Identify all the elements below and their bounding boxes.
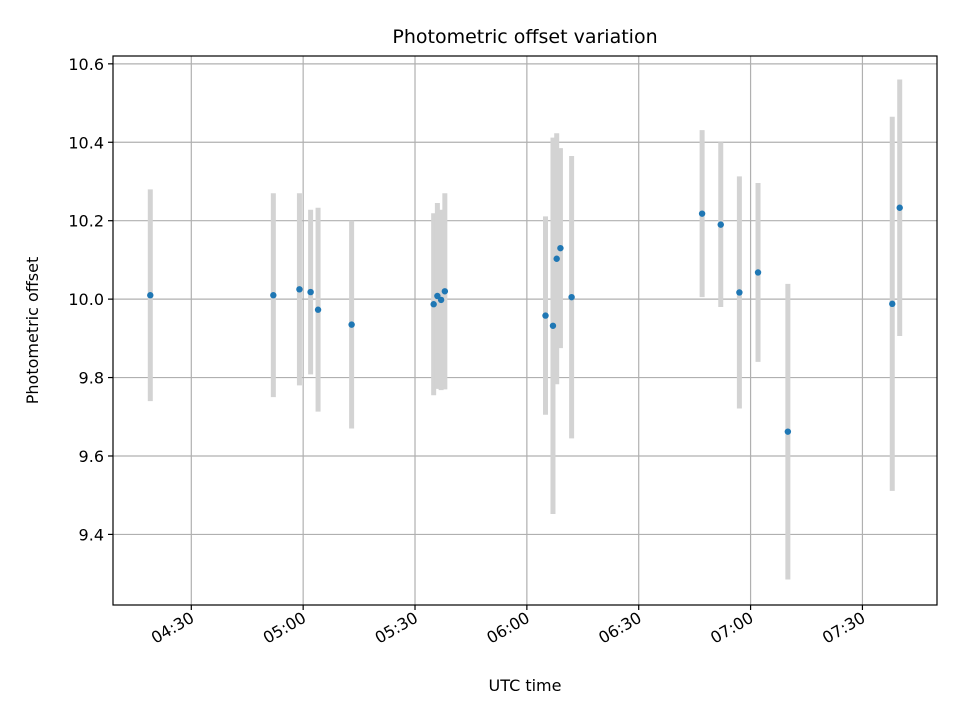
data-point (314, 306, 322, 313)
data-point (717, 221, 724, 228)
x-tick-label: 05:30 (372, 608, 421, 648)
chart-title: Photometric offset variation (392, 26, 657, 48)
data-point (348, 321, 355, 328)
y-tick-label: 10.6 (68, 55, 104, 74)
y-tick-label: 9.6 (79, 447, 104, 466)
data-point (549, 322, 557, 329)
data-point (889, 300, 896, 308)
plot-area-frame (112, 55, 938, 606)
x-tick-label: 06:30 (595, 608, 644, 648)
data-point (441, 288, 449, 295)
y-axis-label: Photometric offset (23, 257, 42, 405)
data-point (557, 244, 564, 252)
y-tick-label: 9.8 (79, 369, 104, 388)
error-bars (147, 79, 903, 580)
y-tick-label: 9.4 (79, 525, 104, 544)
data-point (698, 210, 706, 217)
x-tick-label: 04:30 (148, 608, 197, 648)
data-points (147, 204, 903, 435)
axis-ticks: 04:30 05:00 05:30 06:00 06:30 07:00 07:30 9.4 9.… (68, 55, 868, 648)
data-point (296, 286, 303, 293)
data-point (270, 292, 277, 299)
data-point (784, 428, 792, 435)
x-tick-label: 06:00 (483, 608, 532, 648)
data-point (147, 292, 154, 299)
x-tick-label: 07:30 (819, 608, 868, 648)
x-tick-label: 07:00 (707, 608, 756, 648)
x-axis-label: UTC time (489, 676, 562, 695)
data-point (896, 204, 903, 211)
data-point (542, 312, 549, 319)
data-point (736, 289, 743, 296)
data-point (307, 288, 314, 296)
y-tick-label: 10.0 (68, 290, 104, 309)
data-point (430, 301, 437, 308)
data-point (568, 293, 575, 301)
x-tick-label: 05:00 (260, 608, 309, 648)
data-point (754, 269, 762, 276)
y-tick-label: 10.4 (68, 133, 104, 152)
data-point (437, 296, 445, 304)
y-tick-label: 10.2 (68, 212, 104, 231)
grid (113, 56, 937, 605)
data-point (553, 255, 560, 262)
